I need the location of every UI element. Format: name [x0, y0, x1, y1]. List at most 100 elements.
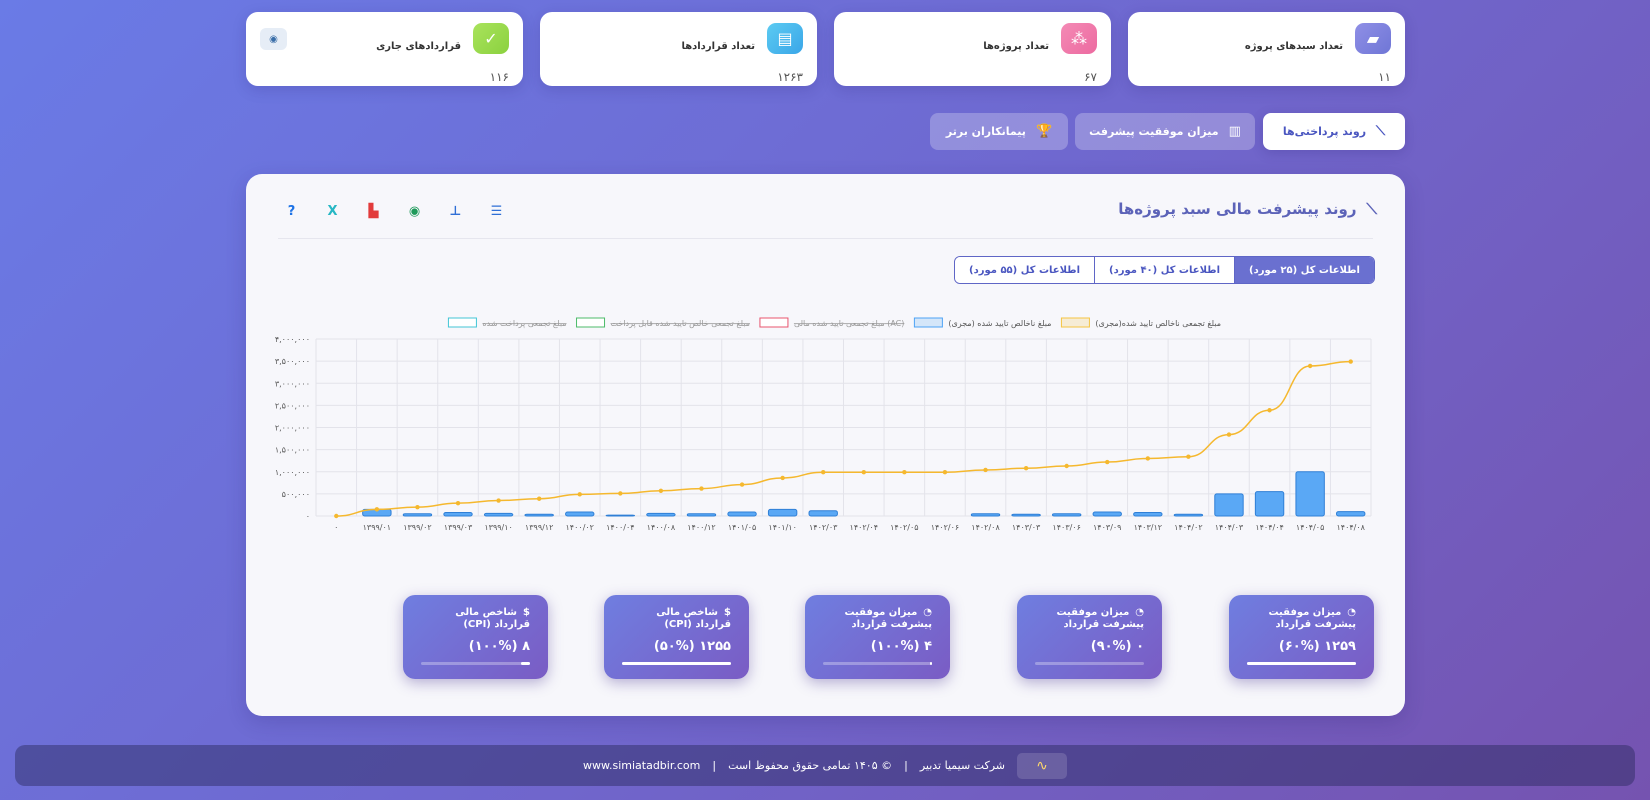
- stat-value: ۱۲۶۳: [777, 70, 803, 84]
- divider: [278, 238, 1373, 239]
- kpi-title-text: میزان موفقیت پیشرفت قرارداد: [844, 607, 932, 630]
- kpi-title-text: شاخص مالی قرارداد (CPI): [656, 607, 731, 630]
- pie-chart-icon: ◔: [1347, 607, 1356, 618]
- line-point: [821, 469, 826, 475]
- excel-icon[interactable]: X: [327, 204, 338, 219]
- camera-icon[interactable]: ◉: [408, 204, 421, 219]
- bar: [402, 513, 433, 517]
- stat-label: تعداد پروژه‌ها: [983, 41, 1049, 52]
- bar: [565, 511, 595, 517]
- bar-chart-icon: ▥: [1228, 124, 1241, 139]
- panel-title: ⟋ روند پیشرفت مالی سبد پروژه‌ها: [1118, 200, 1377, 218]
- kpi-card: $شاخص مالی قرارداد (CPI) ۸ (۱۰۰%): [403, 595, 548, 679]
- kpi-title: ◔میزان موفقیت پیشرفت قرارداد: [1246, 607, 1356, 631]
- line-chart-icon: ⟋: [1376, 124, 1386, 139]
- legend-swatch: [759, 317, 789, 328]
- stat-card-active-contracts: ✓ قراردادهای جاری ۱۱۶ ◉: [246, 12, 523, 86]
- kpi-progress: [1247, 662, 1356, 665]
- x-tick-label: ۱۴۰۴/۰۸: [1336, 523, 1365, 532]
- camera-icon[interactable]: ◉: [260, 28, 287, 50]
- segment-control: اطلاعات کل (۲۵ مورد) اطلاعات کل (۴۰ مورد…: [954, 256, 1375, 284]
- line-point: [577, 492, 582, 497]
- y-tick-label: ۰: [306, 512, 310, 521]
- footer-separator: |: [904, 759, 908, 772]
- y-tick-label: ۱,۵۰۰,۰۰۰: [275, 446, 310, 455]
- legend-label: مبلغ تجمعی ناخالص تایید شده(مجری): [1095, 319, 1221, 328]
- stat-label: تعداد سبدهای پروژه: [1244, 41, 1343, 52]
- line-point: [780, 475, 785, 481]
- kpi-progress: [421, 662, 530, 665]
- bar: [1011, 513, 1041, 517]
- x-tick-label: ۱۴۰۲/۰۴: [850, 523, 878, 532]
- bar: [686, 513, 717, 517]
- kpi-title: ◔میزان موفقیت پیشرفت قرارداد: [1034, 607, 1144, 631]
- bar: [1295, 471, 1325, 517]
- line-point: [1267, 408, 1272, 413]
- legend-swatch: [576, 317, 606, 328]
- bar: [443, 511, 473, 517]
- kpi-card: ◔میزان موفقیت پیشرفت قرارداد ۰ (۹۰%): [1017, 595, 1162, 679]
- legend-label: مبلغ تجمعی خالص تایید شده قابل پرداخت: [611, 319, 750, 328]
- legend-swatch: [913, 317, 943, 328]
- hierarchy-icon[interactable]: ⊥: [449, 204, 462, 219]
- bar: [767, 508, 798, 517]
- x-tick-label: ۱۴۰۰/۰۸: [647, 523, 676, 532]
- segment-55[interactable]: اطلاعات کل (۵۵ مورد): [955, 257, 1095, 283]
- kpi-progress: [823, 662, 932, 665]
- kpi-card: $شاخص مالی قرارداد (CPI) ۱۲۵۵ (۵۰%): [604, 595, 749, 679]
- line-point: [902, 469, 907, 475]
- line-point: [1226, 432, 1232, 437]
- line-point: [618, 491, 623, 496]
- kpi-title: $شاخص مالی قرارداد (CPI): [420, 607, 530, 631]
- payments-chart: ۰ ۵۰۰,۰۰۰ ۱,۰۰۰,۰۰۰ ۱,۵۰۰,۰۰۰ ۲,۰۰۰,۰۰۰ ۲,۵۰۰…: [275, 317, 1372, 532]
- kpi-title: ◔میزان موفقیت پیشرفت قرارداد: [822, 607, 932, 631]
- kpi-title-text: میزان موفقیت پیشرفت قرارداد: [1268, 607, 1356, 630]
- bar: [970, 513, 1001, 517]
- kpi-progress-fill: [929, 662, 932, 665]
- x-tick-label: ۱۳۹۹/۰۱: [363, 523, 391, 532]
- x-tick-label: ۱۴۰۱/۰۵: [728, 523, 756, 532]
- y-tick-label: ۴,۰۰۰,۰۰۰: [275, 335, 310, 344]
- line-point: [1307, 363, 1313, 369]
- bar: [1133, 511, 1163, 517]
- line-point: [1186, 454, 1191, 459]
- segment-40[interactable]: اطلاعات کل (۴۰ مورد): [1094, 257, 1235, 283]
- line-point: [739, 482, 745, 487]
- folder-icon: ▰: [1355, 23, 1391, 54]
- pdf-icon[interactable]: ▙: [368, 204, 379, 219]
- help-icon[interactable]: ?: [287, 204, 296, 219]
- kpi-progress: [622, 662, 731, 665]
- line-point: [455, 500, 461, 506]
- y-tick-label: ۲,۵۰۰,۰۰۰: [275, 401, 310, 410]
- dollar-icon: $: [724, 607, 731, 618]
- kpi-progress-fill: [622, 662, 731, 665]
- list-icon[interactable]: ☰: [490, 204, 503, 219]
- bar: [1092, 511, 1122, 517]
- x-tick-label: ۱۴۰۱/۱۰: [768, 523, 796, 532]
- document-icon: ▤: [767, 23, 803, 54]
- y-tick-label: ۲,۰۰۰,۰۰۰: [275, 424, 310, 433]
- line-point: [942, 469, 948, 475]
- x-tick-label: ۱۴۰۰/۱۲: [687, 523, 715, 532]
- footer-company: شرکت سیمیا تدبیر: [919, 759, 1005, 772]
- kpi-progress-fill: [1247, 662, 1356, 665]
- tab-payment-trend[interactable]: ⟋ روند پرداختی‌ها: [1263, 113, 1405, 150]
- footer-website[interactable]: www.simiatadbir.com: [583, 759, 701, 772]
- x-tick-label: ۱۴۰۴/۰۲: [1174, 523, 1202, 532]
- line-chart-icon: ⟋: [1366, 200, 1377, 218]
- stat-label: قراردادهای جاری: [376, 41, 461, 52]
- x-tick-label: ۱۳۹۹/۰۳: [444, 523, 473, 532]
- tab-top-contractors[interactable]: 🏆 پیمانکاران برتر: [930, 113, 1068, 150]
- x-tick-label: ۱۴۰۴/۰۴: [1255, 523, 1283, 532]
- company-logo: ∿: [1017, 752, 1067, 779]
- tab-progress-success[interactable]: ▥ میزان موفقیت پیشرفت: [1075, 113, 1255, 150]
- tab-label: روند پرداختی‌ها: [1282, 125, 1367, 138]
- check-icon: ✓: [473, 23, 509, 54]
- bar: [646, 512, 676, 517]
- tab-label: پیمانکاران برتر: [945, 125, 1026, 138]
- dollar-icon: $: [523, 607, 530, 618]
- kpi-title-text: شاخص مالی قرارداد (CPI): [455, 607, 530, 630]
- bar: [483, 512, 514, 517]
- segment-25[interactable]: اطلاعات کل (۲۵ مورد): [1234, 257, 1374, 283]
- trophy-icon: 🏆: [1035, 124, 1053, 139]
